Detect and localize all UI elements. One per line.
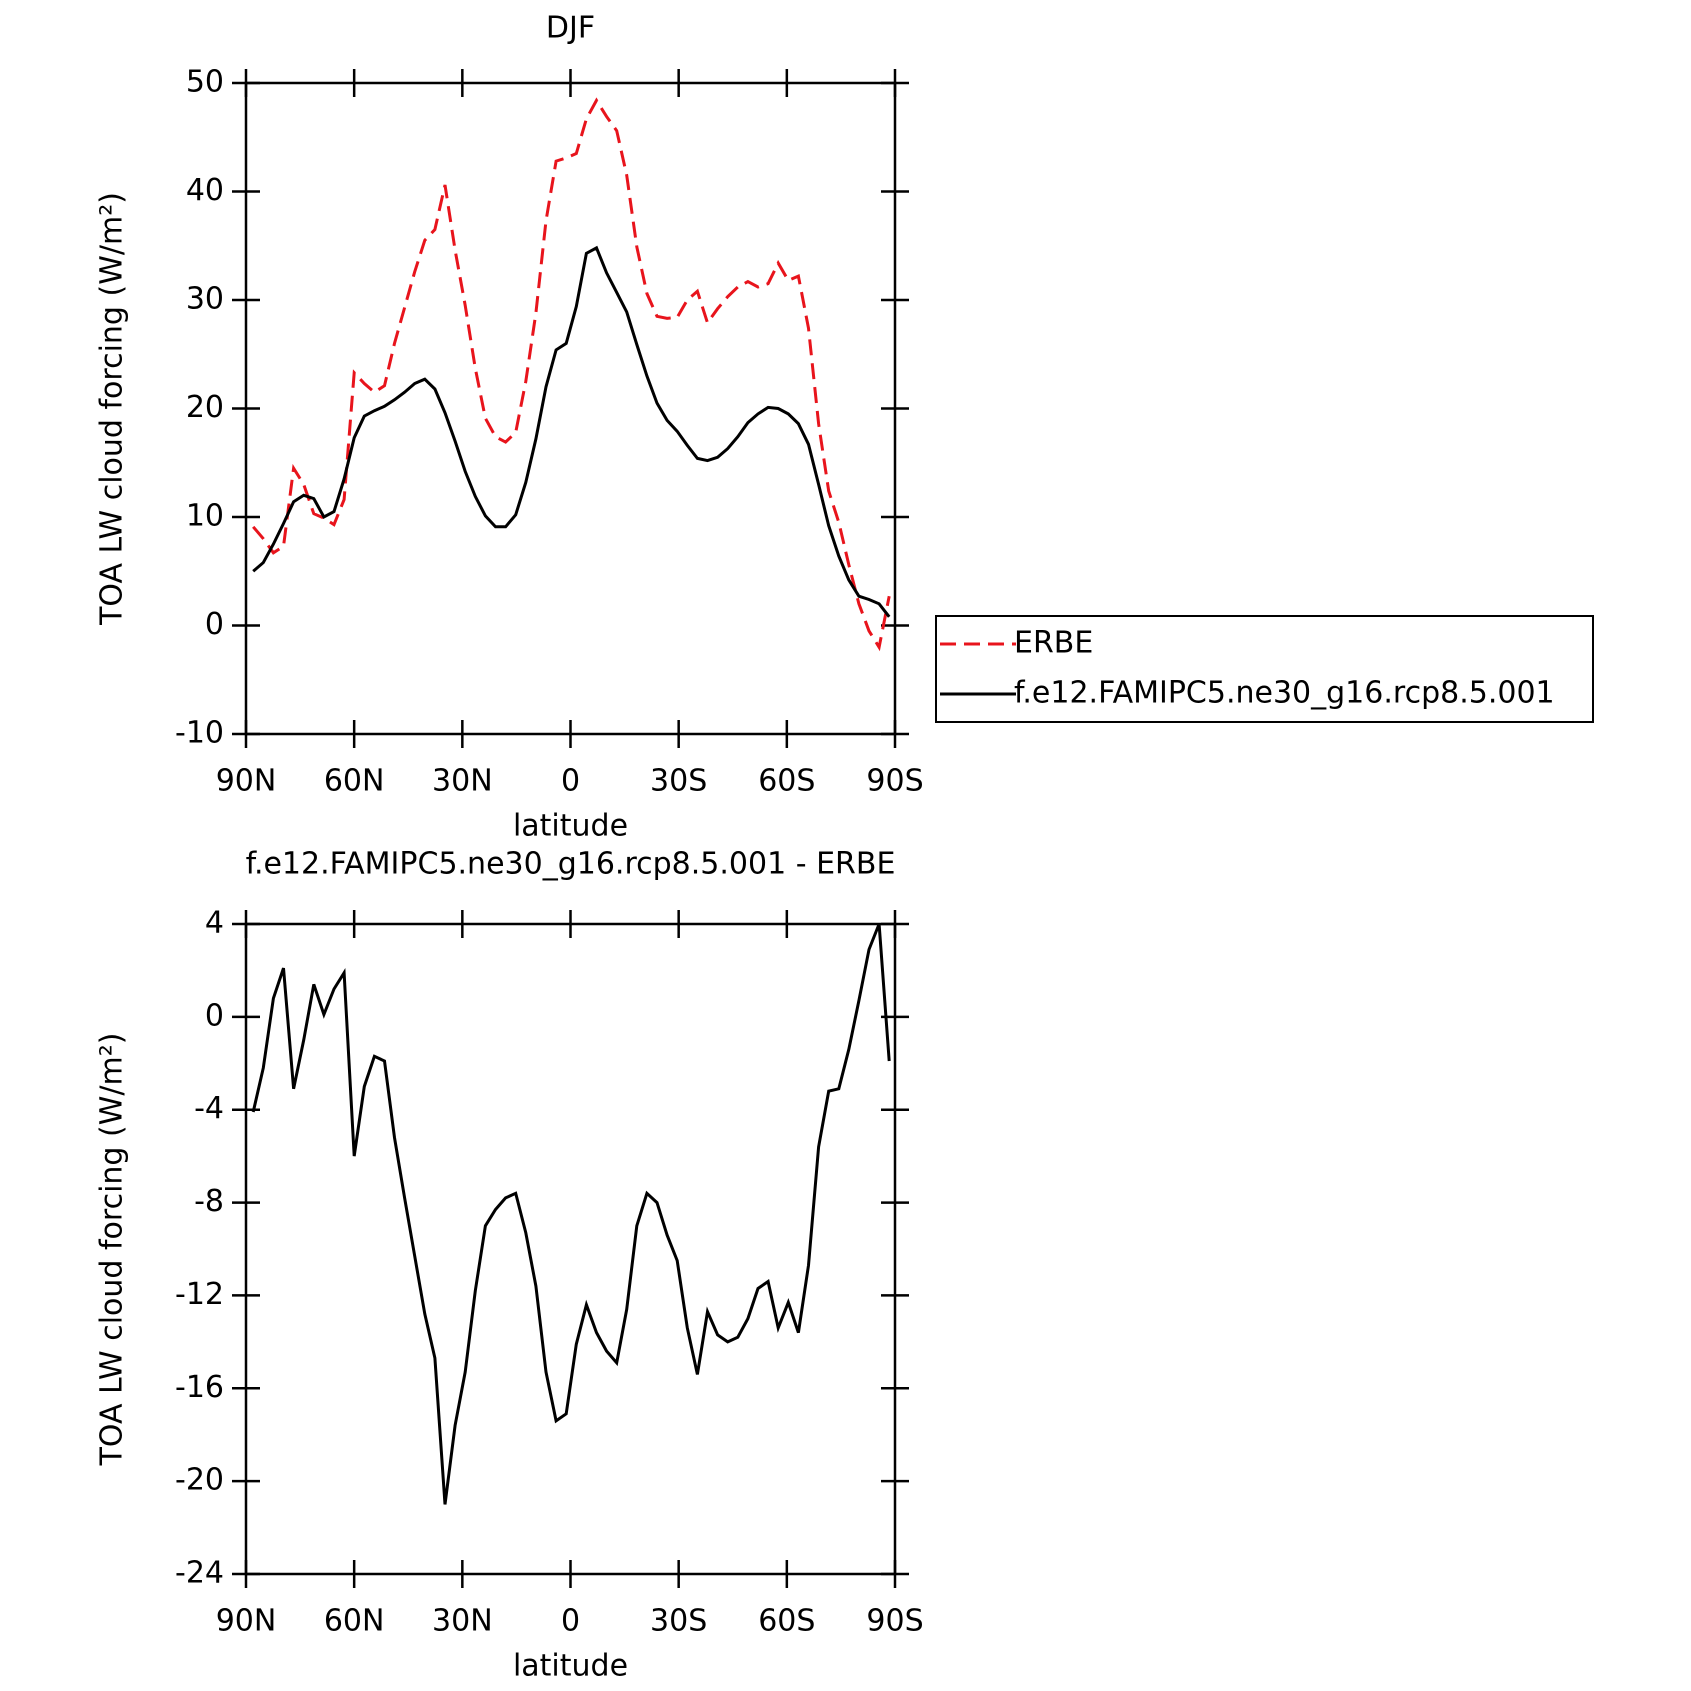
- x-tick-label: 90S: [866, 764, 923, 799]
- y-tick-label: 20: [186, 390, 224, 425]
- chart-title: f.e12.FAMIPC5.ne30_g16.rcp8.5.001 - ERBE: [246, 847, 896, 882]
- y-tick-label: -24: [175, 1556, 224, 1591]
- x-tick-label: 0: [561, 764, 580, 799]
- legend-box: [935, 615, 1594, 723]
- y-tick-label: 0: [205, 998, 224, 1033]
- y-tick-label: 4: [205, 906, 224, 941]
- y-tick-label: -20: [175, 1463, 224, 1498]
- data-line: [252, 97, 891, 652]
- y-tick-label: -16: [175, 1370, 224, 1405]
- x-tick-label: 0: [561, 1604, 580, 1639]
- y-axis-label: TOA LW cloud forcing (W/m²): [95, 1033, 130, 1467]
- y-axis-label: TOA LW cloud forcing (W/m²): [95, 192, 130, 626]
- plot-frame: [244, 81, 897, 736]
- legend-label: ERBE: [1014, 626, 1093, 661]
- x-tick-label: 30S: [650, 1604, 707, 1639]
- x-tick-label: 60N: [324, 764, 385, 799]
- chart-title: DJF: [546, 11, 595, 46]
- y-tick-label: 40: [186, 173, 224, 208]
- y-tick-label: 50: [186, 65, 224, 100]
- x-tick-label: 90N: [216, 764, 277, 799]
- y-tick-label: -10: [175, 716, 224, 751]
- x-tick-label: 60N: [324, 1604, 385, 1639]
- x-tick-label: 30S: [650, 764, 707, 799]
- x-tick-label: 60S: [758, 1604, 815, 1639]
- x-tick-label: 60S: [758, 764, 815, 799]
- y-tick-label: -12: [175, 1277, 224, 1312]
- y-tick-label: -8: [194, 1184, 224, 1219]
- data-line: [252, 245, 891, 618]
- y-tick-label: 10: [186, 499, 224, 534]
- x-tick-label: 90S: [866, 1604, 923, 1639]
- x-axis-label: latitude: [513, 809, 628, 844]
- x-axis-label: latitude: [513, 1649, 628, 1684]
- legend-label: f.e12.FAMIPC5.ne30_g16.rcp8.5.001: [1014, 676, 1555, 711]
- y-tick-label: -4: [194, 1091, 224, 1126]
- x-tick-label: 90N: [216, 1604, 277, 1639]
- y-tick-label: 30: [186, 282, 224, 317]
- plot-frame: [244, 922, 897, 1576]
- data-line: [251, 923, 891, 1505]
- x-tick-label: 30N: [432, 1604, 493, 1639]
- x-tick-label: 30N: [432, 764, 493, 799]
- y-tick-label: 0: [205, 607, 224, 642]
